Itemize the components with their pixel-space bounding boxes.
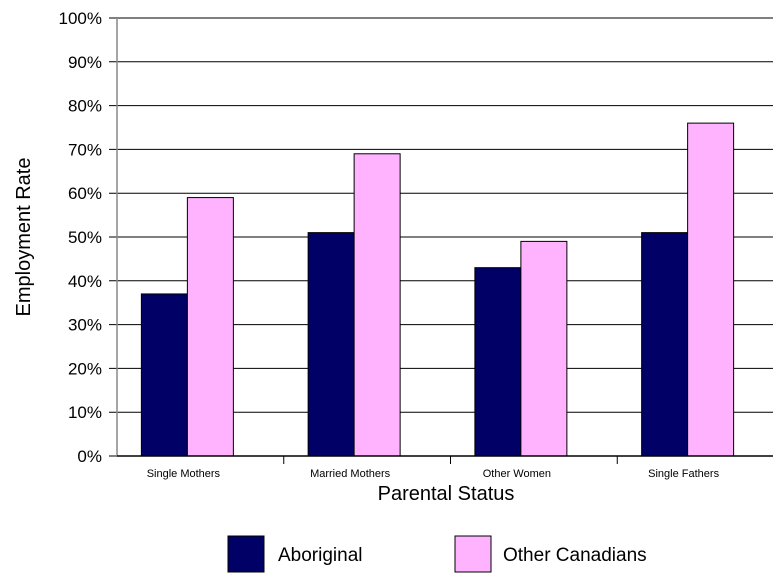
y-tick-label-9: 90%	[68, 53, 102, 72]
y-tick-label-10: 100%	[59, 9, 102, 28]
y-tick-label-1: 10%	[68, 403, 102, 422]
y-tick-label-8: 80%	[68, 97, 102, 116]
y-tick-label-4: 40%	[68, 272, 102, 291]
y-tick-label-5: 50%	[68, 228, 102, 247]
x-tick-label-1: Married Mothers	[310, 468, 391, 480]
bar-0-1	[307, 232, 355, 457]
x-tick-label-3: Single Fathers	[648, 468, 719, 480]
y-axis-title: Employment Rate	[13, 158, 35, 317]
bars	[140, 122, 735, 457]
legend-label-other-canadians: Other Canadians	[503, 545, 647, 566]
y-tick-label-3: 30%	[68, 316, 102, 335]
y-tick-label-6: 60%	[68, 184, 102, 203]
legend: Aboriginal Other Canadians	[227, 535, 647, 573]
x-axis-title: Parental Status	[378, 483, 515, 505]
y-tick-label-0: 0%	[77, 447, 102, 466]
legend-swatch-aboriginal	[227, 535, 265, 573]
legend-label-aboriginal: Aboriginal	[278, 545, 363, 566]
y-tick-label-7: 70%	[68, 140, 102, 159]
bar-0-0	[140, 293, 188, 457]
bar-1-0	[186, 197, 234, 457]
axes	[116, 18, 773, 457]
bar-0-3	[641, 232, 689, 457]
bar-1-2	[520, 240, 568, 457]
legend-swatch-other-canadians	[454, 535, 492, 573]
bar-1-1	[353, 153, 401, 457]
y-axis-ticks: 0% 10% 20% 30% 40% 50% 60% 70% 80% 90% 100%	[59, 9, 102, 466]
y-tick-label-2: 20%	[68, 359, 102, 378]
x-tick-label-0: Single Mothers	[147, 468, 221, 480]
x-axis-ticks: Single Mothers Married Mothers Other Women…	[147, 456, 720, 480]
bar-1-3	[687, 122, 735, 457]
x-tick-label-2: Other Women	[483, 468, 551, 480]
bar-0-2	[474, 267, 522, 457]
